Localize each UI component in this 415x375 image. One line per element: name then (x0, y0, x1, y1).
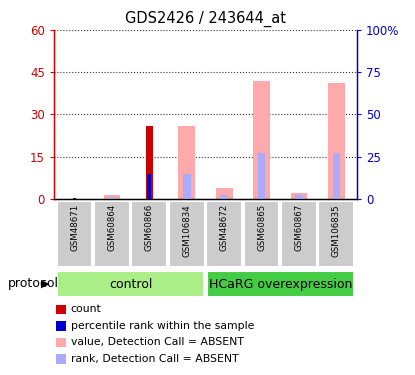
FancyBboxPatch shape (132, 201, 167, 267)
FancyBboxPatch shape (207, 272, 354, 297)
Bar (328, 84, 345, 199)
FancyBboxPatch shape (94, 201, 130, 267)
Bar (216, 188, 232, 199)
FancyBboxPatch shape (244, 201, 279, 267)
Bar (220, 195, 228, 199)
Text: GSM48671: GSM48671 (70, 204, 79, 251)
Text: protocol: protocol (8, 278, 59, 290)
Bar (295, 195, 303, 199)
FancyBboxPatch shape (206, 201, 242, 267)
Text: percentile rank within the sample: percentile rank within the sample (71, 321, 254, 331)
Bar (103, 195, 120, 199)
Bar (146, 126, 153, 199)
FancyBboxPatch shape (281, 201, 317, 267)
Title: GDS2426 / 243644_at: GDS2426 / 243644_at (125, 11, 286, 27)
Bar (178, 126, 195, 199)
Text: rank, Detection Call = ABSENT: rank, Detection Call = ABSENT (71, 354, 238, 364)
Bar (290, 193, 308, 199)
Text: GSM60864: GSM60864 (107, 204, 117, 251)
Text: GSM60865: GSM60865 (257, 204, 266, 251)
FancyBboxPatch shape (56, 201, 93, 267)
Text: GSM106834: GSM106834 (182, 204, 191, 257)
Bar (253, 81, 270, 199)
Text: GSM48672: GSM48672 (220, 204, 229, 251)
Text: control: control (109, 278, 152, 291)
Bar (108, 197, 116, 199)
FancyBboxPatch shape (169, 201, 205, 267)
Bar (183, 174, 190, 199)
FancyBboxPatch shape (318, 201, 354, 267)
Text: value, Detection Call = ABSENT: value, Detection Call = ABSENT (71, 338, 244, 347)
Text: GSM106835: GSM106835 (332, 204, 341, 257)
Bar (258, 153, 265, 199)
Bar (147, 174, 151, 199)
Bar (73, 198, 76, 199)
Text: GSM60867: GSM60867 (294, 204, 303, 251)
Text: count: count (71, 304, 101, 314)
Text: GSM60866: GSM60866 (145, 204, 154, 251)
Bar (332, 153, 340, 199)
Text: ▶: ▶ (41, 279, 49, 289)
Text: HCaRG overexpression: HCaRG overexpression (209, 278, 352, 291)
FancyBboxPatch shape (57, 272, 204, 297)
